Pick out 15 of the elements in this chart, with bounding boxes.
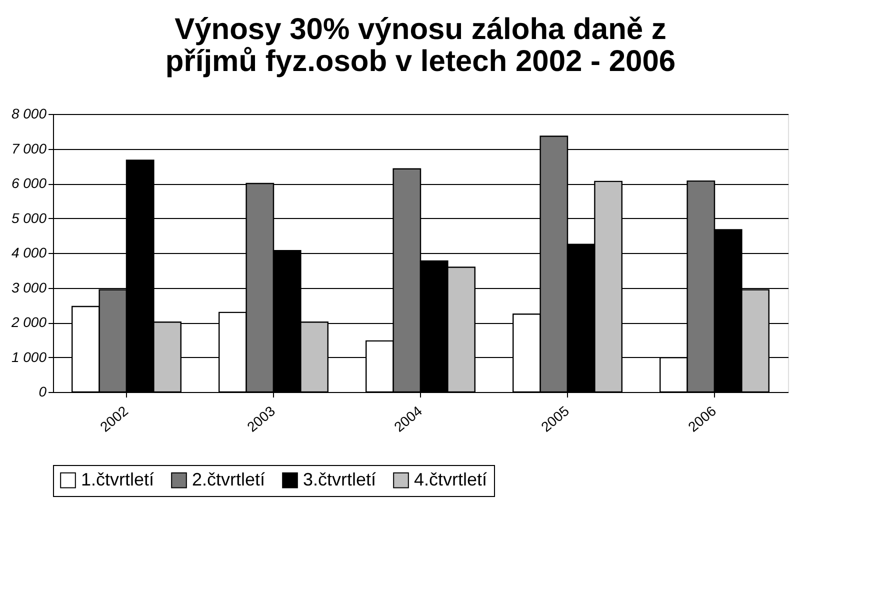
y-tick-label: 5 000	[11, 210, 47, 226]
text: příjmů fyz.osob v letech 2002 - 2006	[165, 45, 676, 78]
y-tick-label: 4 000	[11, 244, 47, 260]
y-tick-label: 2 000	[10, 314, 47, 330]
legend-label: 4.čtvrtletí	[414, 469, 488, 490]
y-tick-label: 6 000	[11, 175, 47, 191]
y-tick-label: 3 000	[11, 279, 47, 296]
legend-label: 2.čtvrtletí	[192, 469, 266, 490]
text: Výnosy 30% výnosu záloha daně z	[174, 13, 666, 46]
legend-label: 3.čtvrtletí	[303, 469, 376, 490]
y-tick-label: 8 000	[11, 106, 47, 122]
y-tick-label: 7 000	[11, 140, 47, 156]
y-tick-label: 0	[38, 384, 47, 400]
y-tick-label: 1 000	[11, 348, 47, 365]
legend-label: 1.čtvrtletí	[81, 469, 154, 490]
